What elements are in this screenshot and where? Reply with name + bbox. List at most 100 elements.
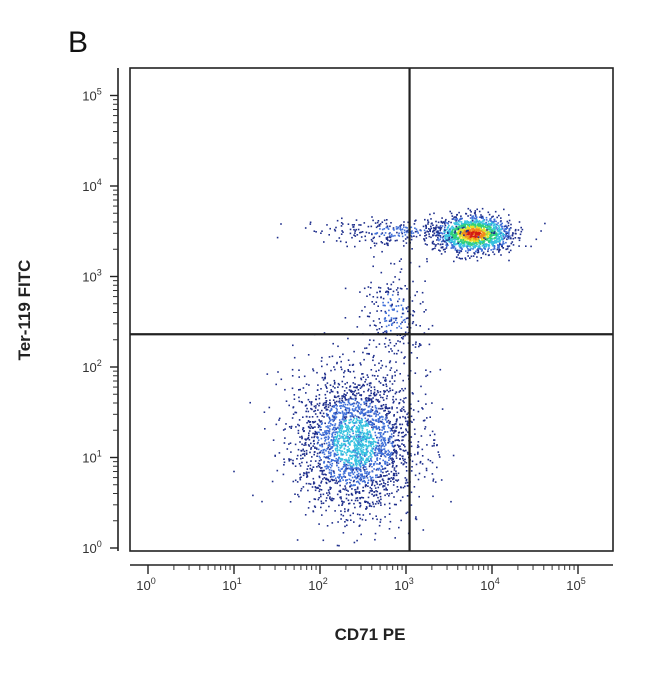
scatter-dot: [402, 486, 405, 489]
scatter-dot: [438, 239, 440, 242]
scatter-dot: [444, 235, 447, 238]
scatter-dot: [383, 425, 386, 428]
scatter-dot: [352, 467, 354, 470]
scatter-dot: [321, 230, 323, 232]
scatter-dot: [372, 479, 375, 482]
scatter-dot: [397, 300, 399, 303]
scatter-dot: [336, 462, 338, 464]
scatter-dot: [458, 243, 460, 246]
scatter-dot: [333, 472, 336, 475]
scatter-dot: [331, 418, 333, 421]
scatter-dot: [355, 422, 358, 424]
scatter-dot: [395, 479, 397, 481]
scatter-dot: [376, 518, 378, 521]
scatter-dot: [386, 283, 388, 285]
scatter-dot: [291, 375, 294, 377]
scatter-dot: [346, 449, 348, 451]
scatter-dot: [355, 451, 358, 454]
scatter-dot: [412, 310, 415, 312]
scatter-dot: [377, 476, 379, 478]
scatter-dot: [370, 463, 373, 465]
scatter-dot: [384, 330, 386, 333]
scatter-dot: [333, 475, 336, 477]
scatter-dot: [359, 444, 361, 447]
scatter-dot: [397, 439, 399, 441]
scatter-dot: [417, 444, 419, 447]
scatter-dot: [469, 225, 471, 227]
scatter-dot: [335, 226, 337, 229]
scatter-dot: [477, 226, 479, 228]
scatter-dot: [351, 430, 354, 433]
scatter-dot: [355, 228, 357, 231]
scatter-dot: [520, 226, 522, 229]
scatter-dot: [282, 473, 285, 476]
scatter-dot: [331, 405, 334, 408]
scatter-dot: [358, 475, 360, 477]
scatter-dot: [435, 224, 438, 227]
scatter-dot: [410, 470, 413, 472]
scatter-dot: [298, 419, 301, 421]
scatter-dot: [494, 241, 497, 244]
scatter-dot: [495, 234, 497, 237]
scatter-dot: [335, 407, 338, 410]
scatter-dot: [352, 480, 355, 483]
scatter-dot: [327, 403, 329, 406]
scatter-dot: [448, 229, 450, 232]
scatter-dot: [404, 334, 406, 337]
scatter-dot: [452, 235, 454, 237]
scatter-dot: [329, 425, 331, 427]
scatter-dot: [382, 479, 385, 482]
scatter-dot: [351, 409, 354, 411]
scatter-dot: [340, 222, 343, 224]
scatter-dot: [367, 496, 370, 499]
scatter-dot: [346, 403, 349, 406]
scatter-dot: [488, 247, 490, 249]
scatter-dot: [293, 356, 296, 359]
scatter-dot: [479, 228, 482, 231]
scatter-dot: [379, 223, 382, 225]
scatter-dot: [348, 448, 350, 450]
scatter-dot: [466, 233, 469, 236]
scatter-dot: [488, 213, 491, 216]
scatter-dot: [392, 484, 395, 486]
scatter-dot: [372, 219, 374, 222]
scatter-dot: [367, 406, 370, 408]
scatter-dot: [363, 287, 366, 290]
scatter-dot: [324, 473, 326, 476]
scatter-dot: [403, 362, 405, 365]
scatter-dot: [294, 443, 297, 446]
scatter-dot: [343, 465, 346, 467]
scatter-dot: [388, 502, 391, 505]
scatter-dot: [463, 226, 465, 229]
scatter-dot: [374, 487, 377, 489]
scatter-dot: [472, 248, 474, 250]
scatter-dot: [498, 237, 500, 239]
scatter-dot: [385, 291, 387, 293]
scatter-dot: [395, 228, 398, 230]
scatter-dot: [380, 483, 383, 485]
scatter-dot: [317, 498, 320, 501]
scatter-dot: [396, 327, 398, 329]
scatter-dot: [340, 454, 342, 456]
scatter-dot: [498, 226, 501, 229]
scatter-dot: [490, 249, 492, 251]
scatter-dot: [373, 468, 375, 470]
scatter-dot: [452, 241, 454, 243]
scatter-dot: [393, 345, 396, 347]
scatter-dot: [339, 425, 342, 428]
scatter-dot: [498, 251, 500, 253]
scatter-dot: [507, 245, 509, 248]
scatter-dot: [350, 519, 352, 521]
scatter-dot: [375, 413, 378, 416]
scatter-dot: [434, 247, 436, 250]
scatter-dot: [387, 449, 390, 452]
scatter-dot: [363, 463, 366, 465]
scatter-dot: [419, 460, 422, 463]
scatter-dot: [389, 430, 392, 432]
scatter-dot: [455, 249, 458, 252]
scatter-dot: [334, 387, 336, 389]
scatter-dot: [378, 369, 380, 372]
scatter-dot: [368, 420, 370, 423]
scatter-dot: [483, 238, 485, 241]
scatter-dot: [344, 403, 347, 406]
